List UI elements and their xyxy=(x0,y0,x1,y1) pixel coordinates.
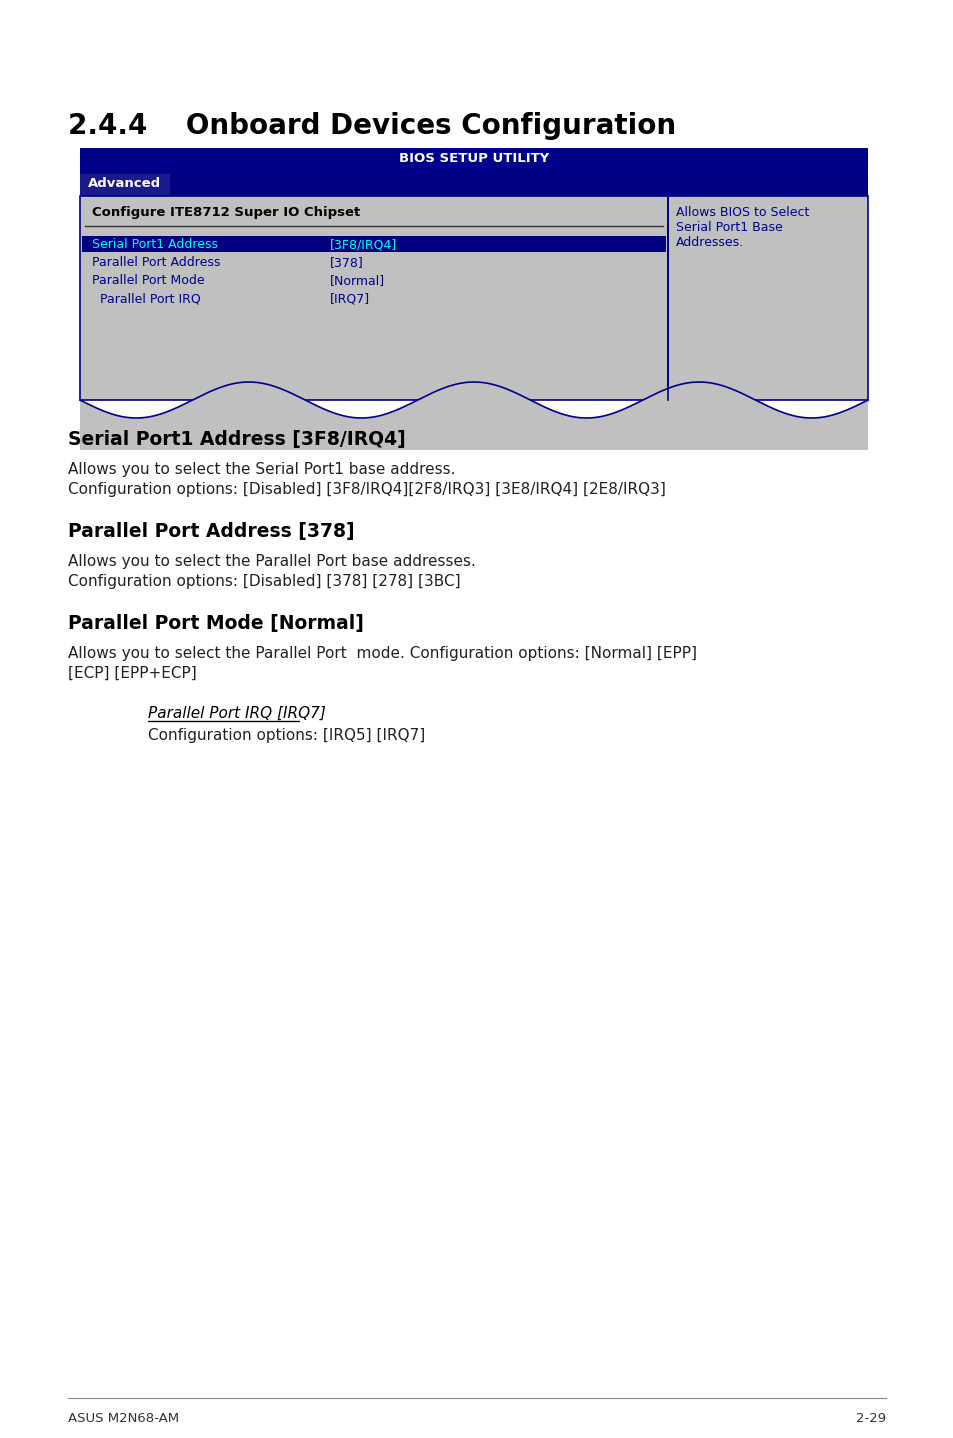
Text: [3F8/IRQ4]: [3F8/IRQ4] xyxy=(330,239,396,252)
Bar xyxy=(80,174,867,196)
Text: Allows you to select the Parallel Port  mode. Configuration options: [Normal] [E: Allows you to select the Parallel Port m… xyxy=(68,646,697,661)
Polygon shape xyxy=(80,383,867,450)
Text: Parallel Port IRQ: Parallel Port IRQ xyxy=(91,292,200,305)
Text: Configuration options: [Disabled] [378] [278] [3BC]: Configuration options: [Disabled] [378] … xyxy=(68,574,460,590)
Bar xyxy=(667,196,867,400)
Bar xyxy=(82,236,665,252)
Text: Configure ITE8712 Super IO Chipset: Configure ITE8712 Super IO Chipset xyxy=(91,206,360,219)
Bar xyxy=(80,174,170,196)
Text: Parallel Port Mode [Normal]: Parallel Port Mode [Normal] xyxy=(68,614,363,633)
Text: Parallel Port Mode: Parallel Port Mode xyxy=(91,275,204,288)
Text: [Normal]: [Normal] xyxy=(330,275,385,288)
Text: Parallel Port Address [378]: Parallel Port Address [378] xyxy=(68,522,355,541)
Text: Allows you to select the Parallel Port base addresses.: Allows you to select the Parallel Port b… xyxy=(68,554,476,569)
Text: Parallel Port IRQ [IRQ7]: Parallel Port IRQ [IRQ7] xyxy=(148,706,326,720)
Text: Configuration options: [Disabled] [3F8/IRQ4][2F8/IRQ3] [3E8/IRQ4] [2E8/IRQ3]: Configuration options: [Disabled] [3F8/I… xyxy=(68,482,665,498)
Text: Allows BIOS to Select
Serial Port1 Base
Addresses.: Allows BIOS to Select Serial Port1 Base … xyxy=(676,206,808,249)
Text: 2.4.4    Onboard Devices Configuration: 2.4.4 Onboard Devices Configuration xyxy=(68,112,676,139)
Text: [IRQ7]: [IRQ7] xyxy=(330,292,370,305)
Text: BIOS SETUP UTILITY: BIOS SETUP UTILITY xyxy=(398,152,549,165)
Text: Serial Port1 Address [3F8/IRQ4]: Serial Port1 Address [3F8/IRQ4] xyxy=(68,430,405,449)
Text: Parallel Port Address: Parallel Port Address xyxy=(91,256,220,269)
Text: Advanced: Advanced xyxy=(89,177,161,190)
Text: 2-29: 2-29 xyxy=(855,1412,885,1425)
Text: Serial Port1 Address: Serial Port1 Address xyxy=(91,239,218,252)
Bar xyxy=(80,196,667,400)
Text: Configuration options: [IRQ5] [IRQ7]: Configuration options: [IRQ5] [IRQ7] xyxy=(148,728,425,743)
Text: Allows you to select the Serial Port1 base address.: Allows you to select the Serial Port1 ba… xyxy=(68,462,455,477)
Bar xyxy=(80,148,867,174)
Text: [378]: [378] xyxy=(330,256,363,269)
Text: ASUS M2N68-AM: ASUS M2N68-AM xyxy=(68,1412,179,1425)
Text: [ECP] [EPP+ECP]: [ECP] [EPP+ECP] xyxy=(68,666,196,682)
